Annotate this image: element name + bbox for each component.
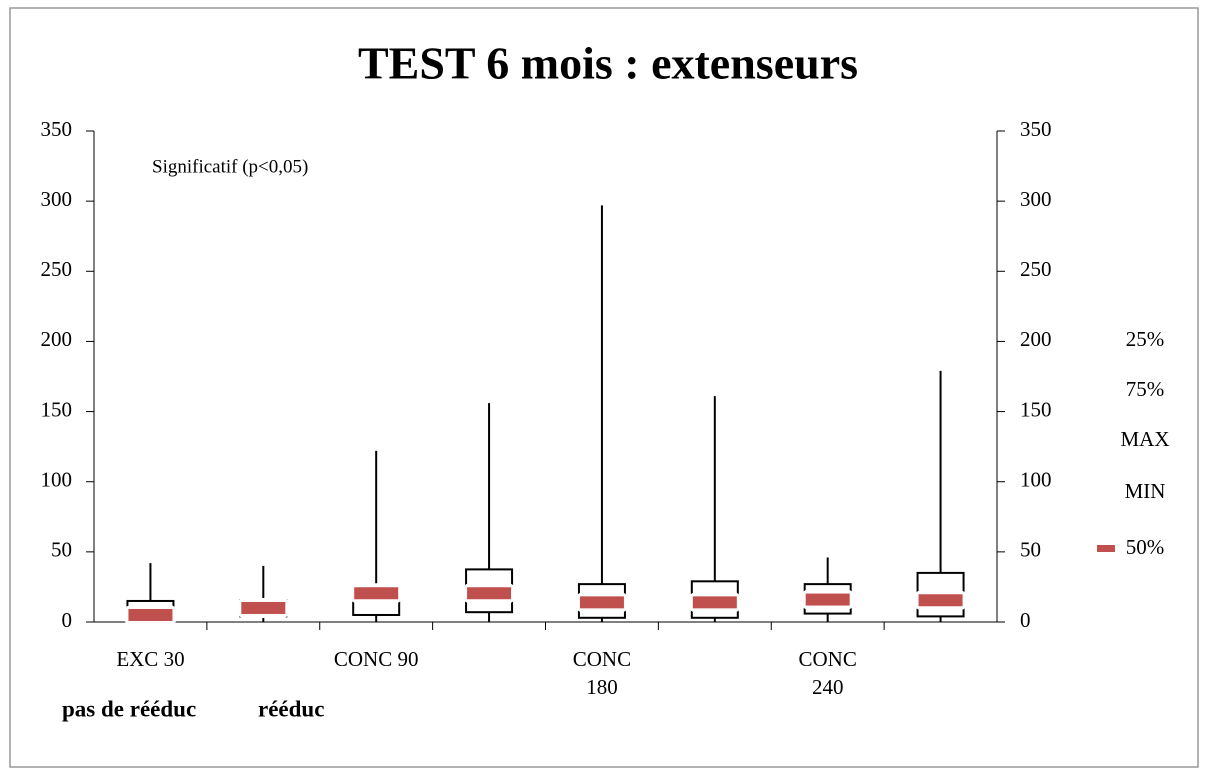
median (241, 601, 286, 614)
y2-tick-label: 150 (1020, 397, 1052, 421)
median (128, 608, 173, 621)
y-tick-label: 200 (41, 327, 73, 351)
y-tick-label: 350 (41, 117, 73, 141)
annotation: Significatif (p<0,05) (152, 156, 308, 177)
y-tick-label: 150 (41, 397, 73, 421)
chart-title: TEST 6 mois : extenseurs (358, 38, 858, 89)
x-tick-label: CONC 90 (333, 647, 419, 671)
y2-tick-label: 350 (1020, 117, 1052, 141)
frame (9, 7, 1199, 768)
median (579, 596, 624, 609)
y2-tick-label: 300 (1020, 187, 1052, 211)
legend-label: 50% (1126, 535, 1165, 559)
median (467, 587, 512, 600)
legend-label: MIN (1125, 479, 1166, 503)
x-tick-label: CONC 180 (572, 647, 632, 699)
median (918, 594, 963, 607)
y2-tick-label: 250 (1020, 257, 1052, 281)
y-tick-label: 0 (62, 608, 73, 632)
y2-tick-label: 0 (1020, 608, 1031, 632)
y2-tick-label: 200 (1020, 327, 1052, 351)
y-tick-label: 50 (51, 538, 72, 562)
legend-label: 25% (1126, 327, 1165, 351)
x-tick-label: EXC 30 (116, 647, 185, 671)
y-tick-label: 250 (41, 257, 73, 281)
y-tick-label: 300 (41, 187, 73, 211)
legend-label: 75% (1126, 377, 1165, 401)
group-label: rééduc (258, 696, 324, 721)
legend-label: MAX (1120, 427, 1169, 451)
group-label: pas de rééduc (62, 696, 196, 721)
y2-tick-label: 50 (1020, 538, 1041, 562)
median (354, 587, 399, 600)
x-tick-label: CONC 240 (798, 647, 857, 699)
median (692, 596, 737, 609)
legend-swatch (1097, 545, 1115, 552)
y2-tick-label: 100 (1020, 468, 1052, 492)
y-tick-label: 100 (41, 468, 73, 492)
median (805, 593, 850, 606)
